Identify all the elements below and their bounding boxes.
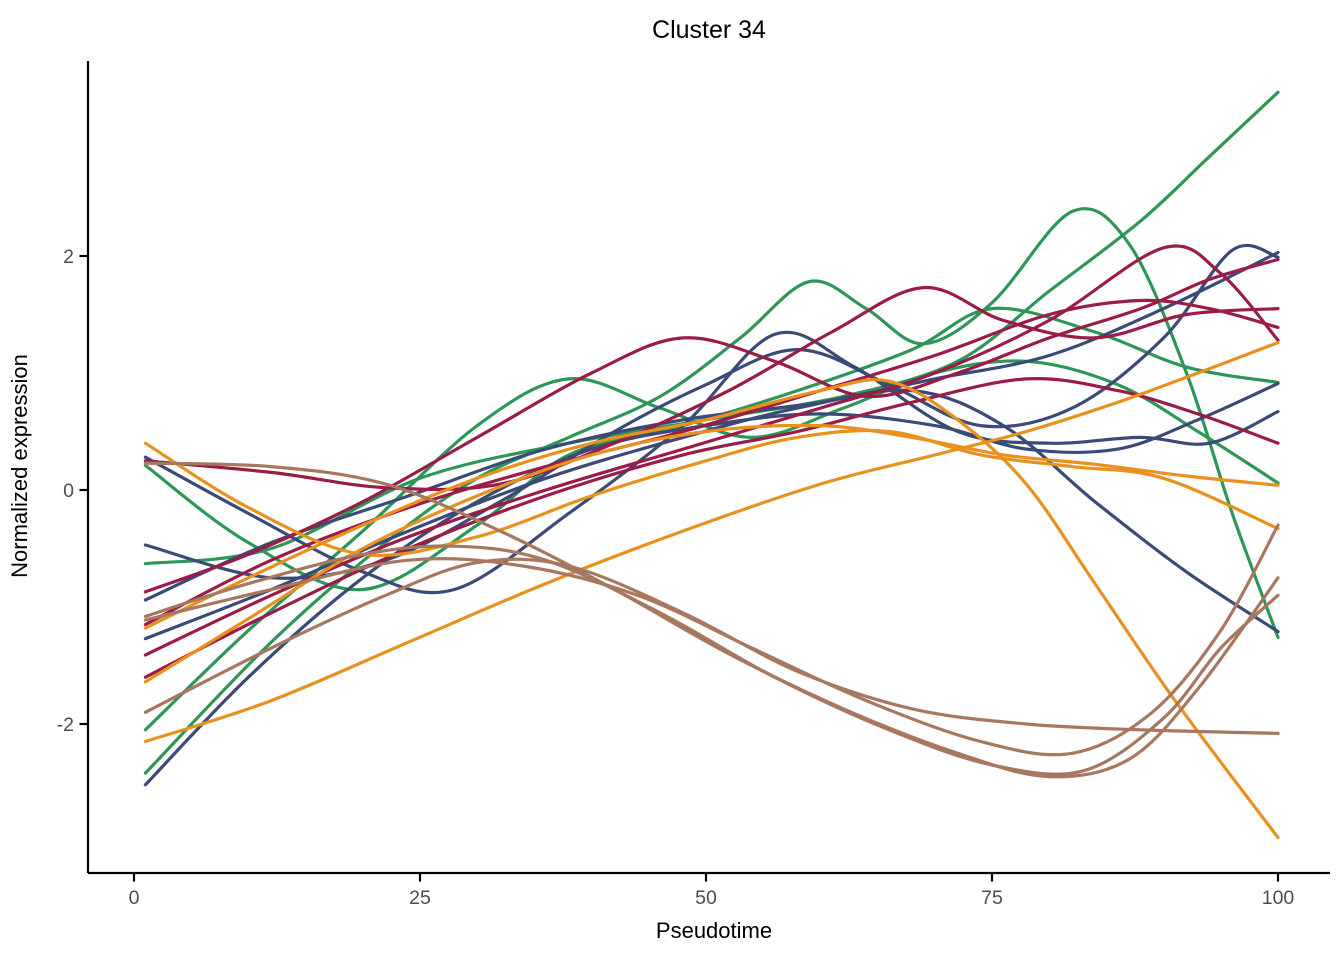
series-line-maroon-3 [143,298,1280,627]
series-line-brown-4 [143,557,1280,735]
series-line-orange-2 [143,378,1280,840]
series-line-orange-3 [143,423,1280,684]
series-lines-layer [143,90,1280,840]
series-line-green-2 [143,207,1280,775]
series-line-navy-1 [143,330,1280,595]
y-axis-label: Normalized expression [7,354,32,578]
series-line-maroon-2 [143,257,1280,594]
y-tick-label-0: 0 [63,480,74,502]
x-tick-label-100: 100 [1262,887,1295,909]
series-line-brown-2 [143,544,1280,776]
series-line-brown-3 [143,523,1280,757]
x-tick-label-0: 0 [129,887,140,909]
series-line-navy-5 [143,381,1280,787]
y-tick-label--2: -2 [57,714,74,736]
chart-title: Cluster 34 [652,16,766,44]
series-line-maroon-1 [143,285,1280,492]
x-tick-label-25: 25 [409,887,431,909]
series-line-orange-4 [143,341,1280,744]
series-line-orange-1 [143,428,1280,558]
x-tick-label-50: 50 [695,887,717,909]
series-line-green-4 [143,90,1280,566]
x-axis-label: Pseudotime [656,918,772,943]
series-line-maroon-5 [143,376,1280,679]
series-line-maroon-4 [143,244,1280,657]
axes-layer: 0 25 50 75 100 2 0 -2 [57,61,1330,909]
y-tick-label-2: 2 [63,246,74,268]
x-tick-label-75: 75 [981,887,1003,909]
